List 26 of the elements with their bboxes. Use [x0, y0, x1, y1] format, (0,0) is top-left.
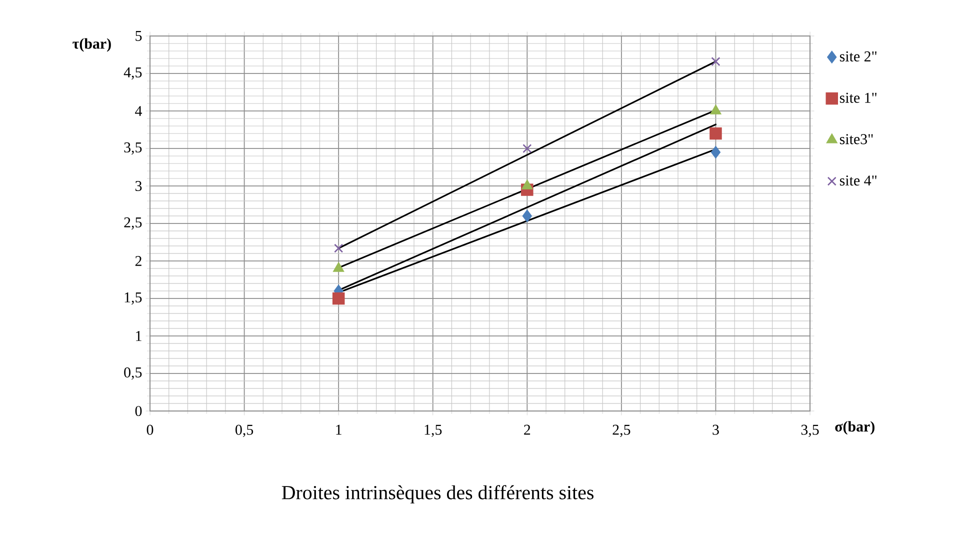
- y-tick-label: 1,5: [124, 292, 142, 305]
- y-tick-label: 4: [135, 106, 142, 116]
- y-tick-label: 4,5: [124, 67, 142, 80]
- y-axis-title: τ(bar): [72, 38, 111, 52]
- y-tick-label: 5: [136, 31, 142, 41]
- x-tick-label: 2,5: [612, 424, 630, 437]
- y-tick-label: 3,5: [124, 142, 142, 155]
- y-tick-label: 3: [135, 180, 142, 191]
- legend-label: site3": [840, 134, 873, 144]
- x-axis-title: σ(bar): [835, 421, 874, 435]
- x-tick-label: 2: [524, 424, 530, 435]
- x-tick-label: 0,5: [236, 424, 254, 437]
- y-tick-label: 2,5: [124, 217, 142, 230]
- x-tick-label: 3,5: [801, 424, 819, 437]
- x-tick-label: 0: [146, 424, 154, 435]
- x-tick-label: 1,5: [424, 424, 442, 437]
- x-tick-label: 1: [336, 424, 342, 435]
- x-tick-label: 3: [712, 424, 719, 435]
- y-tick-label: 1: [136, 331, 142, 341]
- legend-label: site 1": [840, 92, 876, 103]
- legend-label: site 2": [840, 51, 876, 62]
- text: Droites intrinsèques des différents sites: [282, 485, 594, 504]
- y-tick-label: 0: [135, 406, 142, 416]
- y-tick-label: 0,5: [124, 367, 142, 380]
- y-tick-label: 2: [135, 256, 142, 266]
- legend-label: site 4": [840, 176, 876, 186]
